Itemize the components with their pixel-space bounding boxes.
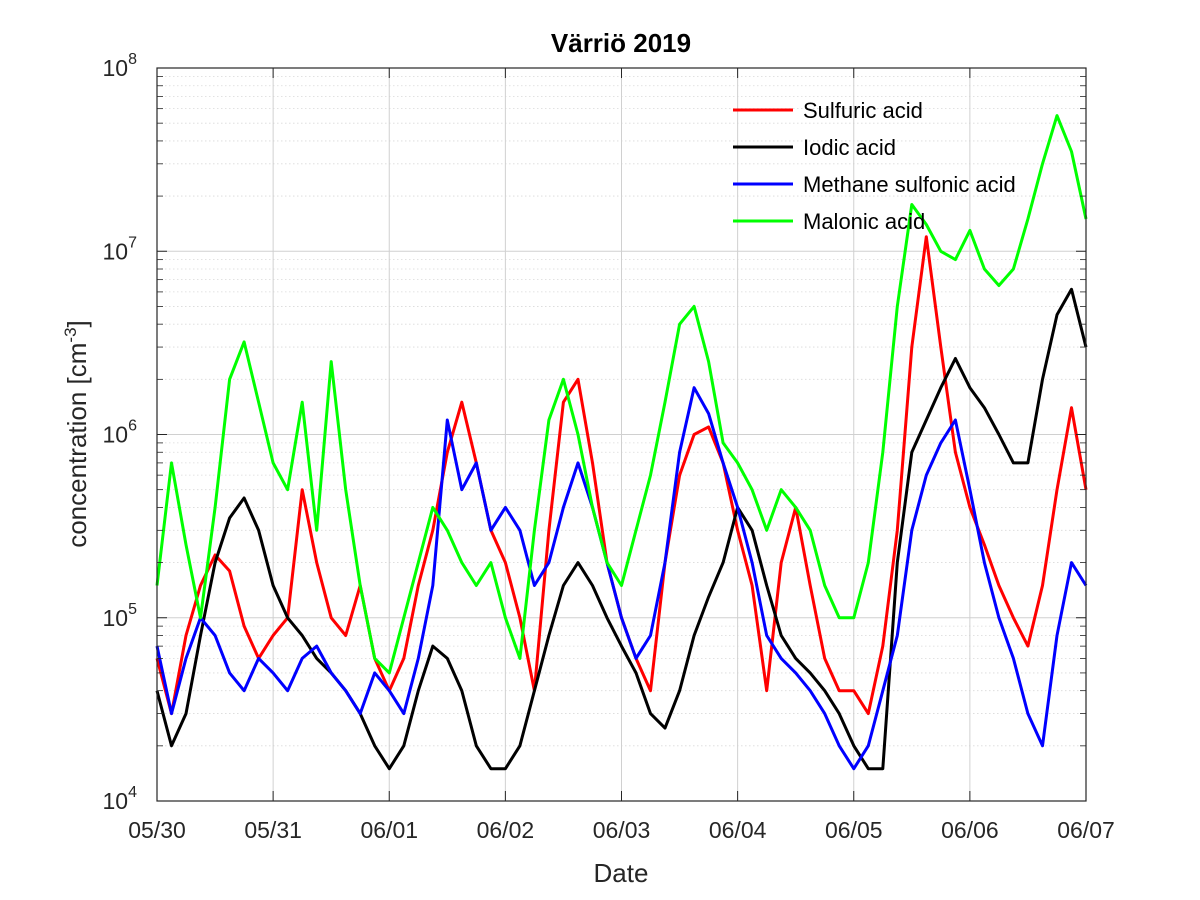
series-line-4: [155, 114, 1088, 675]
legend-label-1: Sulfuric acid: [803, 98, 923, 123]
x-tick-label: 06/03: [593, 817, 651, 843]
svg-text:concentration [cm-3]: concentration [cm-3]: [61, 320, 92, 548]
y-tick-label: 106: [103, 418, 138, 448]
x-tick-label: 06/02: [477, 817, 535, 843]
ticks-layer: [156, 67, 1087, 802]
x-axis-label: Date: [594, 858, 649, 888]
x-tick-labels: 05/30 05/31 06/01 06/02 06/03 06/04 06/05 06/06…: [128, 817, 1115, 843]
x-tick-label: 06/06: [941, 817, 999, 843]
series-line-3: [155, 386, 1088, 771]
y-tick-label: 108: [103, 51, 138, 81]
y-tick-label: 107: [103, 234, 138, 264]
legend-label-4: Malonic acid: [803, 209, 925, 234]
x-tick-label: 05/30: [128, 817, 186, 843]
y-axis-label-main: concentration [cm: [62, 343, 92, 548]
series-layer: [155, 114, 1088, 771]
chart-title: Värriö 2019: [551, 28, 691, 58]
x-tick-label: 06/05: [825, 817, 883, 843]
y-axis-label-superscript: -3: [61, 327, 80, 342]
legend-label-2: Iodic acid: [803, 135, 896, 160]
y-axis-label: concentration [cm-3]: [61, 320, 92, 548]
x-tick-label: 06/04: [709, 817, 767, 843]
y-tick-label: 105: [103, 601, 138, 631]
legend-label-3: Methane sulfonic acid: [803, 172, 1016, 197]
x-tick-label: 06/01: [360, 817, 418, 843]
y-axis-label-end: ]: [62, 320, 92, 327]
y-tick-labels: 104 105 106 107 108: [103, 51, 138, 814]
x-tick-label: 06/07: [1057, 817, 1115, 843]
x-tick-label: 05/31: [244, 817, 302, 843]
legend: Sulfuric acid Iodic acid Methane sulfonic …: [733, 98, 1016, 234]
y-tick-label: 104: [103, 784, 138, 814]
